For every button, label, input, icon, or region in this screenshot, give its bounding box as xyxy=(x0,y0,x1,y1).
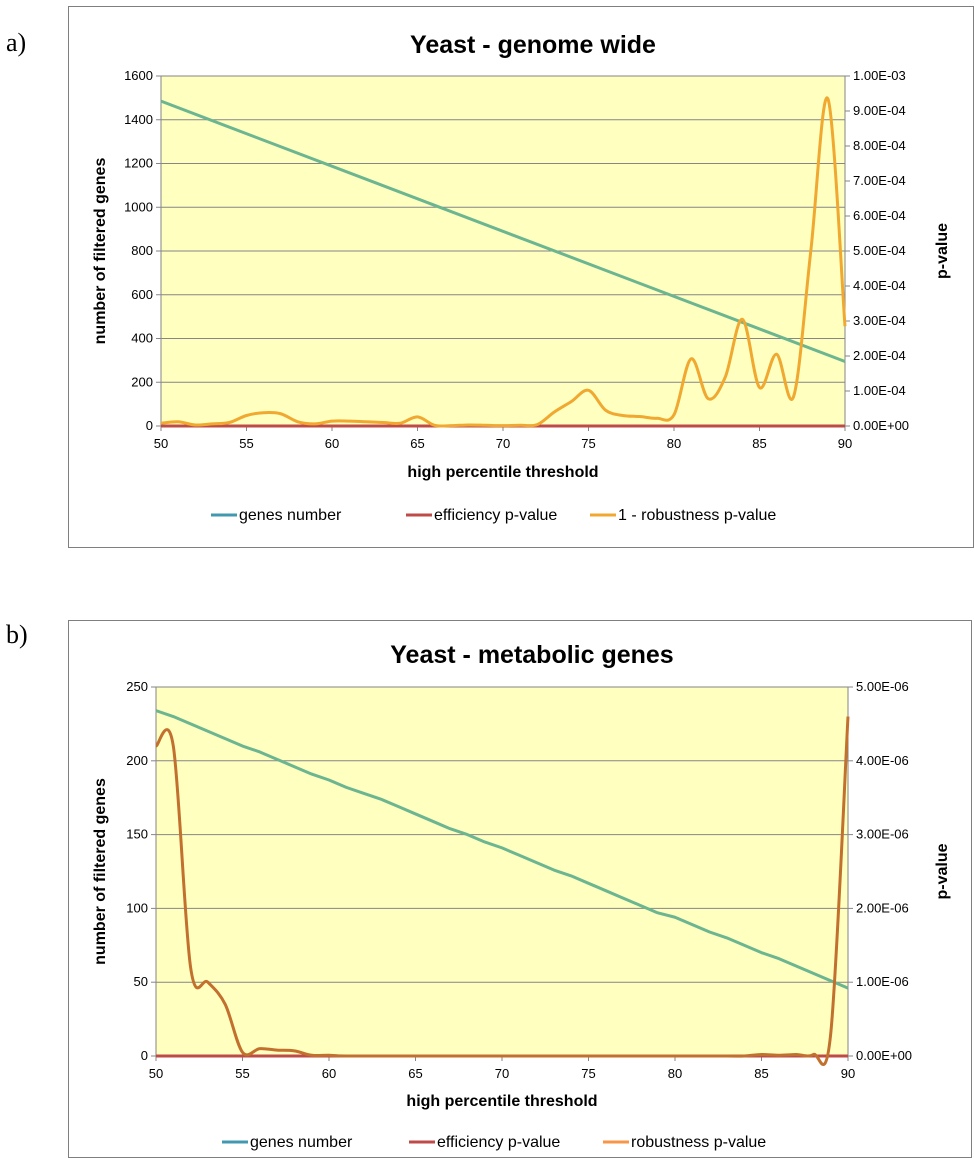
y2-tick-label: 2.00E-04 xyxy=(853,348,906,363)
x-tick-label: 50 xyxy=(149,1066,163,1081)
y2-tick-label: 4.00E-06 xyxy=(856,753,909,768)
y-tick-label: 50 xyxy=(134,974,148,989)
y-tick-label: 1200 xyxy=(124,156,153,171)
y-tick-label: 800 xyxy=(131,243,153,258)
legend-label-3: 1 - robustness p-value xyxy=(618,507,776,524)
x-tick-label: 70 xyxy=(495,1066,509,1081)
y2-tick-label: 1.00E-06 xyxy=(856,974,909,989)
x-tick-label: 90 xyxy=(838,436,852,451)
y2-tick-label: 1.00E-03 xyxy=(853,68,906,83)
y-tick-label: 100 xyxy=(126,900,148,915)
legend-label-2: efficiency p-value xyxy=(437,1134,560,1151)
legend-label-1: genes number xyxy=(250,1134,353,1151)
y2-axis-title: p-value xyxy=(934,223,951,279)
chart-title: Yeast - genome wide xyxy=(410,31,656,59)
y-tick-label: 0 xyxy=(146,418,153,433)
y2-tick-label: 0.00E+00 xyxy=(856,1048,912,1063)
x-axis-title: high percentile threshold xyxy=(407,464,598,481)
y2-tick-label: 0.00E+00 xyxy=(853,418,909,433)
x-tick-label: 80 xyxy=(668,1066,682,1081)
x-tick-label: 90 xyxy=(841,1066,855,1081)
x-tick-label: 50 xyxy=(154,436,168,451)
y-tick-label: 600 xyxy=(131,287,153,302)
y2-tick-label: 8.00E-04 xyxy=(853,138,906,153)
y2-tick-label: 4.00E-04 xyxy=(853,278,906,293)
y2-axis-title: p-value xyxy=(934,843,951,899)
y2-tick-label: 3.00E-04 xyxy=(853,313,906,328)
x-axis-title: high percentile threshold xyxy=(406,1093,597,1110)
chart-title: Yeast - metabolic genes xyxy=(390,641,673,669)
series-line-3 xyxy=(154,716,850,1066)
y-tick-label: 250 xyxy=(126,679,148,694)
chart-genome-wide: Yeast - genome wide 0 200 400 600 800 1000 1200… xyxy=(68,6,974,548)
x-tick-label: 85 xyxy=(752,436,766,451)
y2-tick-label: 1.00E-04 xyxy=(853,383,906,398)
x-tick-label: 55 xyxy=(239,436,253,451)
y-tick-label: 1000 xyxy=(124,199,153,214)
x-tick-label: 60 xyxy=(325,436,339,451)
chart-metabolic-genes-svg: Yeast - metabolic genes0501001502002500.… xyxy=(92,641,951,1151)
y-axis-title: number of filtered genes xyxy=(92,778,109,965)
y2-tick-label: 7.00E-04 xyxy=(853,173,906,188)
x-tick-label: 55 xyxy=(235,1066,249,1081)
plot-area xyxy=(156,687,848,1056)
x-tick-label: 70 xyxy=(496,436,510,451)
x-tick-label: 65 xyxy=(410,436,424,451)
y-tick-label: 400 xyxy=(131,331,153,346)
y2-tick-label: 5.00E-06 xyxy=(856,679,909,694)
panel-label-a: a) xyxy=(6,28,27,57)
y2-tick-label: 2.00E-06 xyxy=(856,900,909,915)
x-tick-label: 75 xyxy=(581,1066,595,1081)
chart-genome-wide-svg: Yeast - genome wide 0 200 400 600 800 1000 1200… xyxy=(92,31,951,524)
y-tick-label: 150 xyxy=(126,827,148,842)
y2-tick-label: 3.00E-06 xyxy=(856,827,909,842)
y2-tick-label: 9.00E-04 xyxy=(853,103,906,118)
y-tick-label: 200 xyxy=(126,753,148,768)
chart-metabolic-genes: Yeast - metabolic genes 0 50 100 150 200 250 0.… xyxy=(68,620,972,1158)
y-tick-label: 1400 xyxy=(124,112,153,127)
legend-label-1: genes number xyxy=(239,507,342,524)
x-tick-label: 80 xyxy=(667,436,681,451)
panel-label-b: b) xyxy=(6,620,28,649)
x-tick-label: 75 xyxy=(581,436,595,451)
x-tick-label: 60 xyxy=(322,1066,336,1081)
x-tick-label: 65 xyxy=(408,1066,422,1081)
y-tick-label: 200 xyxy=(131,374,153,389)
x-tick-label: 85 xyxy=(754,1066,768,1081)
legend-label-3: robustness p-value xyxy=(631,1134,766,1151)
series-line-1 xyxy=(155,709,849,990)
legend-label-2: efficiency p-value xyxy=(434,507,557,524)
y-tick-label: 1600 xyxy=(124,68,153,83)
series-line-3 xyxy=(160,96,847,428)
y-tick-label: 0 xyxy=(141,1048,148,1063)
y2-tick-label: 5.00E-04 xyxy=(853,243,906,258)
y2-tick-label: 6.00E-04 xyxy=(853,208,906,223)
y-axis-title: number of filtered genes xyxy=(92,158,109,345)
series-line-1 xyxy=(160,99,846,363)
